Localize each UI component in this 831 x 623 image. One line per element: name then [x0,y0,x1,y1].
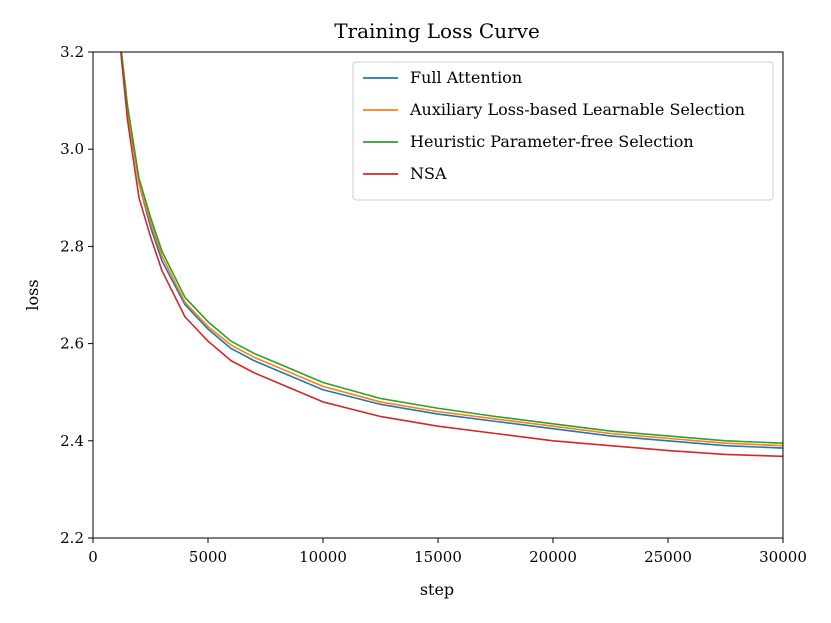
x-tick-label: 20000 [529,548,577,566]
y-tick-label: 3.2 [60,43,84,61]
x-tick-label: 10000 [299,548,347,566]
chart-title: Training Loss Curve [334,19,540,43]
plot-lines [119,52,783,458]
x-tick-label: 5000 [189,548,227,566]
y-tick-label: 2.2 [60,529,84,547]
legend-label: Heuristic Parameter-free Selection [410,132,694,151]
y-axis-label: loss [23,279,42,310]
legend-label: Full Attention [410,68,522,87]
x-axis-label: step [420,580,454,599]
legend: Full Attention Auxiliary Loss-based Learn… [352,61,774,201]
series-line-0 [120,52,783,449]
legend-label: Auxiliary Loss-based Learnable Selection [409,100,745,119]
legend-label: NSA [410,164,447,183]
x-tick-label: 30000 [759,548,807,566]
y-tick-label: 3.0 [60,140,84,158]
series-line-1 [120,52,783,447]
y-tick-label: 2.8 [60,237,84,255]
x-tick-label: 0 [88,548,98,566]
y-tick-label: 2.4 [60,432,84,450]
legend-box [352,61,774,201]
x-axis-ticks: 0 5000 10000 15000 20000 25000 30000 [88,538,807,566]
series-line-2 [120,52,783,445]
series-line-3 [119,52,783,458]
x-tick-label: 15000 [414,548,462,566]
x-tick-label: 25000 [644,548,692,566]
y-tick-label: 2.6 [60,335,84,353]
y-axis-ticks: 2.2 2.4 2.6 2.8 3.0 3.2 [60,43,93,547]
